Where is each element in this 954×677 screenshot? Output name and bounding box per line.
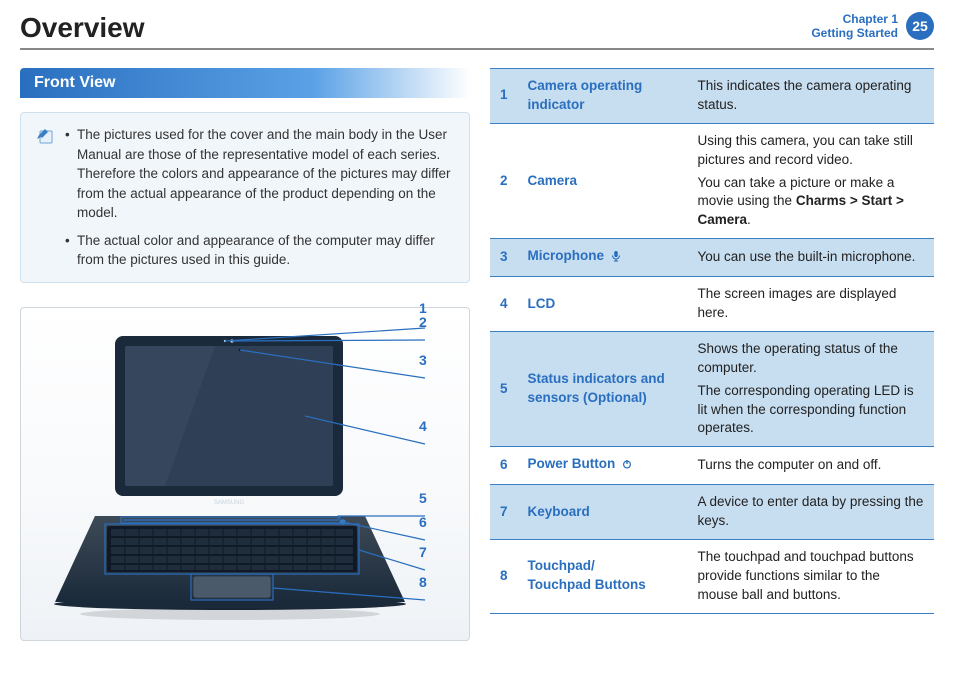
row-desc: Shows the operating status of the comput… bbox=[688, 331, 934, 446]
page-header: Overview Chapter 1 Getting Started 25 bbox=[20, 12, 934, 50]
row-desc: The touchpad and touchpad buttons provid… bbox=[688, 540, 934, 614]
row-number: 4 bbox=[490, 277, 518, 332]
row-label: LCD bbox=[518, 277, 688, 332]
table-row: 8Touchpad/Touchpad ButtonsThe touchpad a… bbox=[490, 540, 934, 614]
laptop-diagram: SAMSUNG bbox=[35, 326, 455, 626]
note-item: The pictures used for the cover and the … bbox=[65, 125, 455, 223]
note-item: The actual color and appearance of the c… bbox=[65, 231, 455, 270]
row-desc: This indicates the camera operating stat… bbox=[688, 69, 934, 124]
row-label: Power Button bbox=[518, 447, 688, 485]
spec-tbody: 1Camera operating indicatorThis indicate… bbox=[490, 69, 934, 614]
row-desc: You can use the built-in microphone. bbox=[688, 239, 934, 277]
row-desc: Using this camera, you can take still pi… bbox=[688, 123, 934, 238]
row-number: 1 bbox=[490, 69, 518, 124]
row-label: Touchpad/Touchpad Buttons bbox=[518, 540, 688, 614]
table-row: 6Power Button Turns the computer on and … bbox=[490, 447, 934, 485]
row-desc: The screen images are displayed here. bbox=[688, 277, 934, 332]
power-icon bbox=[621, 457, 633, 476]
table-row: 1Camera operating indicatorThis indicate… bbox=[490, 69, 934, 124]
svg-text:SAMSUNG: SAMSUNG bbox=[214, 500, 245, 506]
row-number: 7 bbox=[490, 485, 518, 540]
right-column: 1Camera operating indicatorThis indicate… bbox=[490, 68, 934, 641]
chapter-line1: Chapter 1 bbox=[811, 12, 898, 26]
chapter-line2: Getting Started bbox=[811, 26, 898, 40]
row-number: 8 bbox=[490, 540, 518, 614]
table-row: 5Status indicators and sensors (Optional… bbox=[490, 331, 934, 446]
row-number: 6 bbox=[490, 447, 518, 485]
page-number-badge: 25 bbox=[906, 12, 934, 40]
spec-table: 1Camera operating indicatorThis indicate… bbox=[490, 68, 934, 614]
row-label: Camera operating indicator bbox=[518, 69, 688, 124]
mic-icon bbox=[610, 249, 622, 268]
content: Front View The pictures used for the cov… bbox=[20, 68, 934, 641]
section-banner: Front View bbox=[20, 68, 470, 98]
row-desc: A device to enter data by pressing the k… bbox=[688, 485, 934, 540]
page: Overview Chapter 1 Getting Started 25 Fr… bbox=[0, 0, 954, 661]
note-list: The pictures used for the cover and the … bbox=[65, 125, 455, 270]
table-row: 4LCDThe screen images are displayed here… bbox=[490, 277, 934, 332]
row-number: 5 bbox=[490, 331, 518, 446]
row-number: 2 bbox=[490, 123, 518, 238]
note-box: The pictures used for the cover and the … bbox=[20, 112, 470, 283]
chapter-info: Chapter 1 Getting Started bbox=[811, 12, 898, 41]
row-label: Status indicators and sensors (Optional) bbox=[518, 331, 688, 446]
page-title: Overview bbox=[20, 12, 145, 44]
table-row: 7KeyboardA device to enter data by press… bbox=[490, 485, 934, 540]
row-label: Keyboard bbox=[518, 485, 688, 540]
row-label: Microphone bbox=[518, 239, 688, 277]
table-row: 3Microphone You can use the built-in mic… bbox=[490, 239, 934, 277]
left-column: Front View The pictures used for the cov… bbox=[20, 68, 470, 641]
callout-1: 1 bbox=[419, 300, 427, 316]
row-label: Camera bbox=[518, 123, 688, 238]
row-number: 3 bbox=[490, 239, 518, 277]
row-desc: Turns the computer on and off. bbox=[688, 447, 934, 485]
table-row: 2CameraUsing this camera, you can take s… bbox=[490, 123, 934, 238]
note-icon bbox=[35, 125, 57, 270]
diagram-box: SAMSUNG bbox=[20, 307, 470, 641]
header-right: Chapter 1 Getting Started 25 bbox=[811, 12, 934, 41]
